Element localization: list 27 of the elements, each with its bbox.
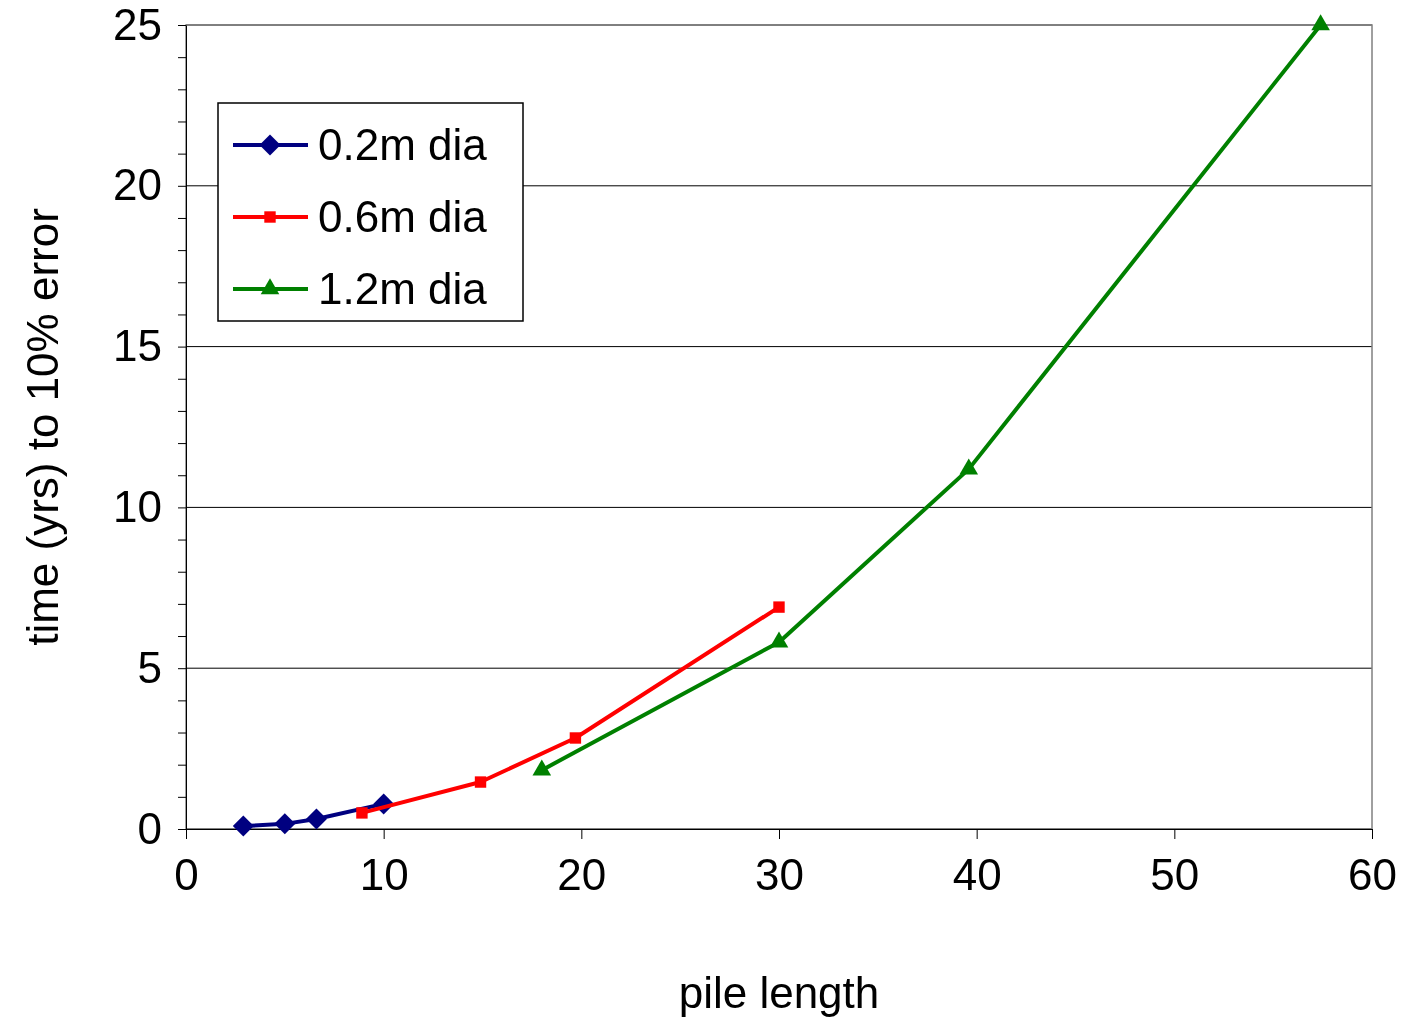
y-tick-label: 0: [137, 803, 162, 853]
x-axis-title: pile length: [678, 968, 880, 1017]
legend-label: 0.2m dia: [318, 120, 488, 169]
point: [569, 732, 582, 744]
legend-label: 0.6m dia: [318, 192, 488, 241]
x-tick-label: 10: [359, 850, 409, 900]
x-tick-label: 50: [1150, 850, 1200, 900]
legend-label: 1.2m dia: [318, 264, 488, 313]
point: [305, 808, 327, 830]
point: [773, 601, 785, 613]
y-tick-label: 25: [113, 0, 162, 49]
x-tick-label: 60: [1348, 850, 1397, 900]
point: [474, 776, 487, 788]
y-tick-label: 10: [113, 481, 162, 531]
x-tick-label: 20: [557, 850, 607, 900]
point: [959, 458, 979, 475]
y-tick-label: 5: [137, 642, 162, 692]
point: [1311, 14, 1330, 31]
x-tick-label: 0: [174, 850, 199, 900]
point: [356, 807, 368, 819]
point: [232, 815, 254, 837]
point: [274, 813, 296, 835]
y-tick-label: 20: [113, 160, 162, 210]
y-tick-label: 15: [113, 321, 162, 371]
y-axis-title: time (yrs) to 10% error: [18, 208, 67, 646]
x-tick-label: 30: [755, 850, 804, 900]
x-tick-label: 40: [952, 850, 1002, 900]
